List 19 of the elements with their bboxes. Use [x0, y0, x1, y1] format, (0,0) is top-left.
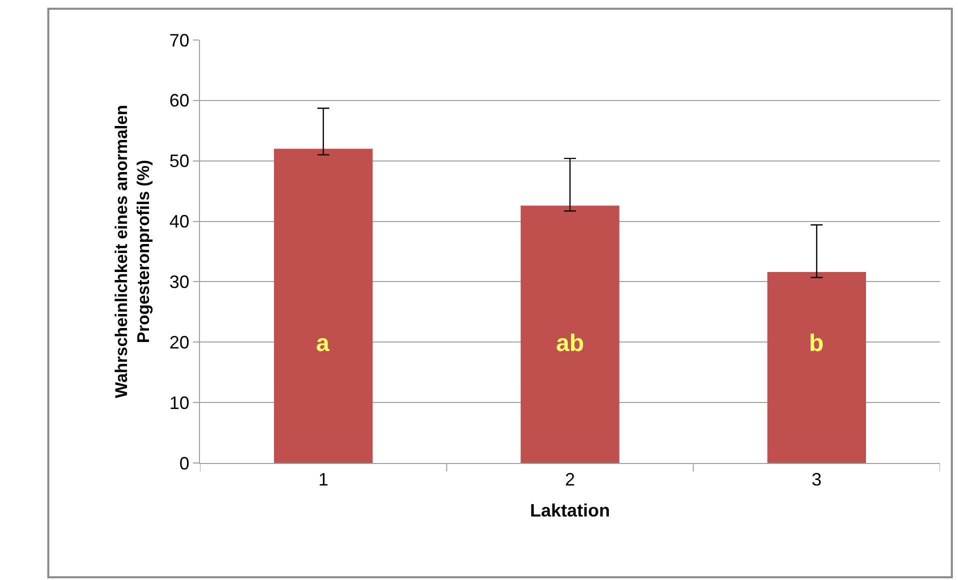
annotation: b	[809, 330, 824, 357]
bar	[520, 206, 620, 463]
x-tick-label: 2	[564, 470, 576, 490]
y-tick-label: 10	[169, 392, 190, 413]
y-tick-label: 70	[169, 30, 190, 50]
x-tick-label: 3	[812, 470, 822, 490]
bar	[767, 272, 866, 463]
x-tick-label: 1	[318, 470, 328, 490]
y-tick-label: 60	[169, 90, 190, 111]
y-axis-title: Wahrscheinlichkeit eines anormalen Progesteronprofils (%)	[112, 104, 153, 398]
annotation: a	[316, 330, 330, 357]
x-axis-title: Laktation	[530, 500, 610, 521]
y-tick-label: 30	[169, 272, 190, 292]
y-tick-label: 50	[169, 151, 190, 172]
annotation: ab	[556, 330, 584, 357]
bar	[274, 148, 373, 463]
y-tick-label: 0	[179, 453, 190, 474]
y-tick-label: 20	[169, 332, 190, 352]
y-tick-label: 40	[169, 212, 190, 232]
